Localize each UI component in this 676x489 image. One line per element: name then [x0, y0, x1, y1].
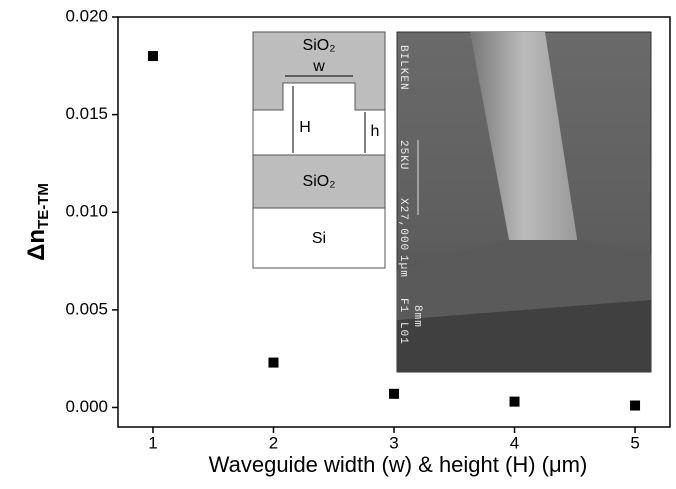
- layer-label: Si: [312, 230, 326, 247]
- x-axis-label: Waveguide width (w) & height (H) (μm): [209, 452, 588, 477]
- y-tick-label: 0.000: [65, 397, 108, 416]
- sem-image: BILKEN 25KU X27,000 1µm F1 L01 8mm: [396, 31, 652, 373]
- x-tick-label: 1: [148, 433, 157, 452]
- x-tick-label: 4: [510, 433, 519, 452]
- data-point: [630, 400, 641, 411]
- svg-text:ΔnTE-TM: ΔnTE-TM: [23, 183, 52, 261]
- inset-diagram: SiO₂ w H h SiO₂ Si: [252, 31, 386, 269]
- layer-label: SiO₂: [303, 173, 336, 190]
- x-tick-label: 3: [389, 433, 398, 452]
- data-point: [268, 357, 279, 368]
- y-tick-label: 0.015: [65, 104, 108, 123]
- sem-label: 8mm: [411, 305, 423, 328]
- data-point: [509, 396, 520, 407]
- x-tick-label: 5: [630, 433, 639, 452]
- sem-label: L01: [397, 322, 409, 345]
- sem-label: X27,000: [397, 198, 409, 251]
- sem-label: F1: [397, 298, 409, 313]
- dimension-label: H: [299, 119, 311, 136]
- sem-label: 1µm: [397, 255, 409, 278]
- y-tick-label: 0.020: [65, 6, 108, 25]
- sem-label: 25KU: [397, 140, 409, 170]
- dimension-label: w: [312, 58, 325, 75]
- y-tick-label: 0.005: [65, 299, 108, 318]
- data-point: [147, 51, 158, 62]
- layer-label: SiO₂: [303, 37, 336, 54]
- y-tick-label: 0.010: [65, 202, 108, 221]
- data-point: [389, 388, 399, 399]
- dimension-label: h: [371, 123, 380, 140]
- x-tick-label: 2: [269, 433, 278, 452]
- sem-label: BILKEN: [397, 45, 409, 91]
- y-label-main: Δn: [23, 229, 50, 261]
- y-axis-label: ΔnTE-TM: [23, 183, 52, 261]
- y-label-sub: TE-TM: [35, 183, 52, 229]
